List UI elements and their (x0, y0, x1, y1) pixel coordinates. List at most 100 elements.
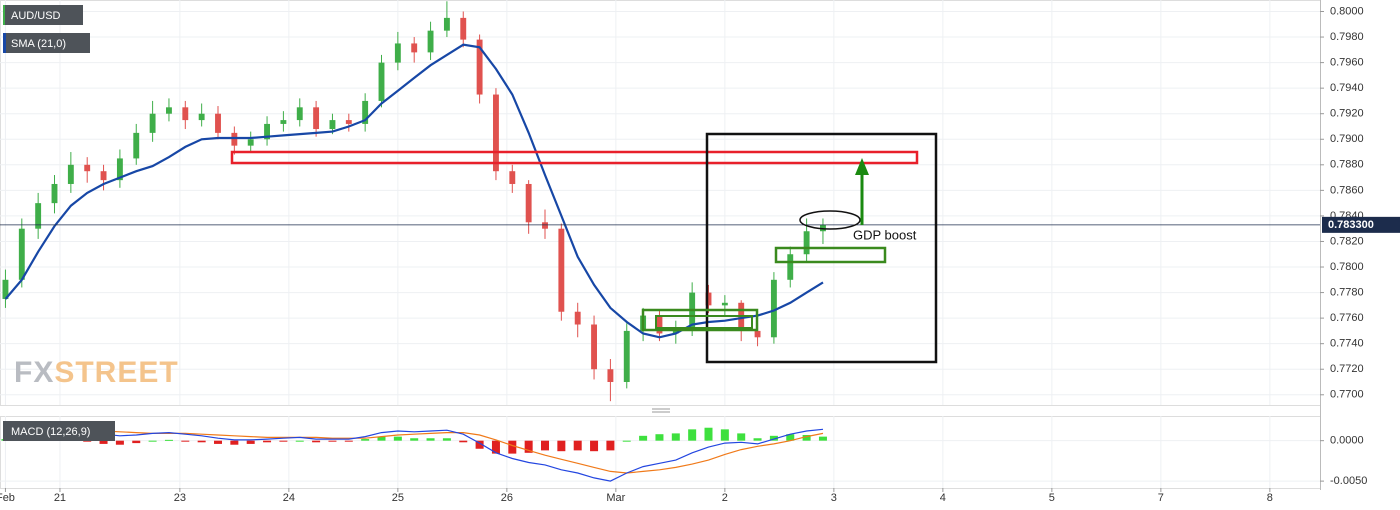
watermark: FXSTREET (14, 356, 179, 389)
x-tick-label: 2 (722, 492, 728, 504)
focus-box (705, 132, 938, 364)
candle-body (280, 120, 287, 124)
candle-body (35, 203, 42, 229)
histogram-bar (818, 436, 827, 441)
legend-box (3, 33, 90, 53)
grid: Feb2123242526Mar2345780.77000.77200.7740… (0, 0, 1367, 504)
histogram-bar (148, 440, 157, 442)
histogram-bar (704, 427, 713, 441)
y-tick-label: 0.7980 (1330, 31, 1364, 43)
histogram-bar (459, 440, 468, 443)
support-box (774, 246, 887, 264)
candle-body (574, 311, 581, 325)
histogram-bar (737, 433, 746, 441)
histogram-bar (769, 435, 778, 441)
candle-body (493, 94, 499, 172)
macd-line (5, 427, 824, 482)
histogram-bar (344, 440, 353, 442)
histogram-bar (181, 440, 190, 442)
y-tick-label: 0.7820 (1330, 235, 1364, 247)
histogram-bar (83, 440, 92, 442)
candle-body (607, 369, 614, 383)
candle-body (721, 302, 728, 306)
candle-body (787, 254, 794, 280)
histogram-bar (410, 438, 419, 441)
y-tick-label: 0.7920 (1330, 108, 1364, 120)
highlight-ellipse (799, 210, 861, 230)
candle-body (591, 324, 597, 370)
y-tick-label: 0.7780 (1330, 286, 1364, 298)
histogram-bar (132, 440, 141, 444)
y-tick-label: 0.7740 (1330, 338, 1364, 350)
candle-body (166, 107, 172, 114)
candle-body (362, 100, 369, 124)
histogram-bar (720, 429, 729, 441)
watermark-street: STREET (54, 356, 178, 389)
last-price-box (1322, 216, 1400, 233)
histogram-bar (230, 440, 239, 445)
marks: 0.783300 (0, 1, 1400, 482)
support-box (641, 308, 759, 332)
histogram-bar (263, 440, 272, 443)
candle-body (705, 292, 712, 306)
legend-swatch (3, 33, 6, 53)
candle-body (133, 132, 140, 159)
histogram-bar (164, 439, 173, 441)
candle-body (296, 107, 303, 121)
x-tick-label: 26 (501, 492, 513, 504)
candle-body (509, 171, 516, 184)
candle-body (84, 164, 91, 172)
watermark-fx: FX (14, 356, 54, 389)
candle-body (345, 120, 352, 124)
candle-body (803, 231, 810, 255)
histogram-bar (279, 440, 288, 442)
annotation: GDP boost (853, 227, 917, 242)
histogram-bar (622, 440, 631, 442)
y-tick-label: 0.8000 (1330, 5, 1364, 17)
legend-swatch (3, 5, 5, 25)
legend-label: SMA (21,0) (11, 38, 66, 50)
candle-body (264, 123, 270, 140)
x-tick-label: 5 (1049, 492, 1055, 504)
x-tick-label: 7 (1158, 492, 1164, 504)
x-tick-label: 24 (283, 492, 295, 504)
histogram-bar (295, 440, 304, 442)
candle-body (754, 330, 761, 338)
y-tick-label: -0.0050 (1330, 475, 1367, 487)
x-tick-label: Mar (606, 492, 625, 504)
histogram-bar (573, 440, 582, 451)
y-tick-label: 0.7720 (1330, 363, 1364, 375)
candle-body (460, 17, 467, 40)
x-tick-label: 3 (831, 492, 837, 504)
candle-body (525, 183, 532, 223)
candle-body (378, 62, 385, 101)
candle-body (100, 171, 107, 181)
candle-body (770, 279, 777, 338)
candle-body (476, 39, 483, 95)
legend-label: MACD (12,26,9) (11, 426, 90, 438)
candle-body (558, 228, 565, 312)
y-tick-label: 0.7800 (1330, 261, 1364, 273)
arrow-head (855, 158, 869, 175)
candle-body (443, 17, 450, 31)
x-tick-label: Feb (0, 492, 15, 504)
histogram-bar (491, 440, 500, 454)
histogram-bar (639, 435, 648, 441)
y-tick-label: 0.7880 (1330, 159, 1364, 171)
histogram-bar (753, 438, 762, 441)
candle-body (116, 158, 123, 181)
x-tick-label: 23 (174, 492, 186, 504)
histogram-bar (557, 440, 566, 452)
x-tick-label: 8 (1267, 492, 1273, 504)
candle-body (18, 228, 25, 280)
candle-body (329, 120, 336, 130)
histogram-bar (361, 439, 370, 441)
x-tick-label: 4 (940, 492, 946, 504)
histogram-bar (688, 429, 697, 441)
x-tick-label: 21 (54, 492, 66, 504)
histogram-bar (214, 440, 223, 444)
candle-body (198, 113, 205, 121)
histogram-bar (786, 434, 795, 441)
